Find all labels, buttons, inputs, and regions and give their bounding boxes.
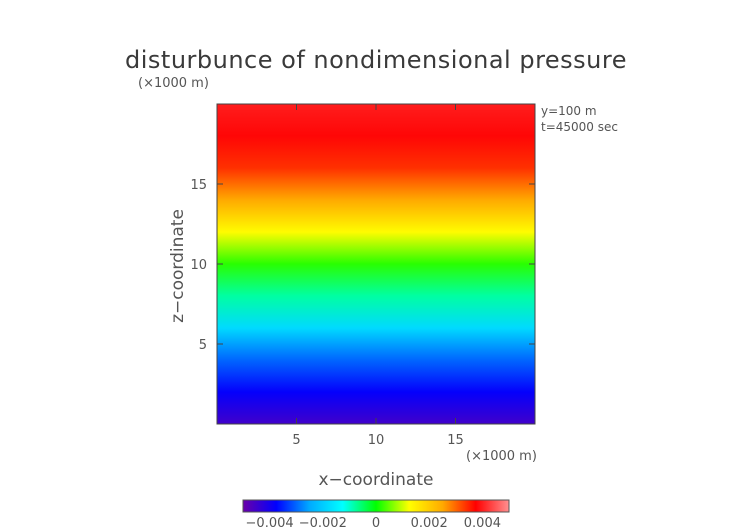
colorbar-tick-label: −0.004: [246, 516, 294, 531]
annotation-y: y=100 m: [541, 104, 597, 118]
annotation-time: t=45000 sec: [541, 120, 618, 134]
x-unit-label: (×1000 m): [466, 449, 537, 464]
chart-title: disturbunce of nondimensional pressure: [125, 46, 627, 74]
colorbar-tick-label: −0.002: [299, 516, 347, 531]
x-axis-label: x−coordinate: [318, 470, 434, 490]
colorbar-tick-label: 0.002: [411, 516, 448, 531]
y-tick-label: 15: [190, 178, 207, 193]
colorbar-tick-label: 0.004: [464, 516, 501, 531]
y-tick-label: 10: [190, 258, 207, 273]
colorbar-tick-label: 0: [372, 516, 380, 531]
y-tick-label: 5: [199, 338, 207, 353]
pressure-field: [217, 104, 535, 424]
colorbar: [242, 499, 510, 513]
x-tick-label: 10: [368, 433, 385, 448]
x-tick-label: 5: [292, 433, 300, 448]
z-unit-label: (×1000 m): [138, 76, 209, 91]
x-tick-label: 15: [447, 433, 464, 448]
